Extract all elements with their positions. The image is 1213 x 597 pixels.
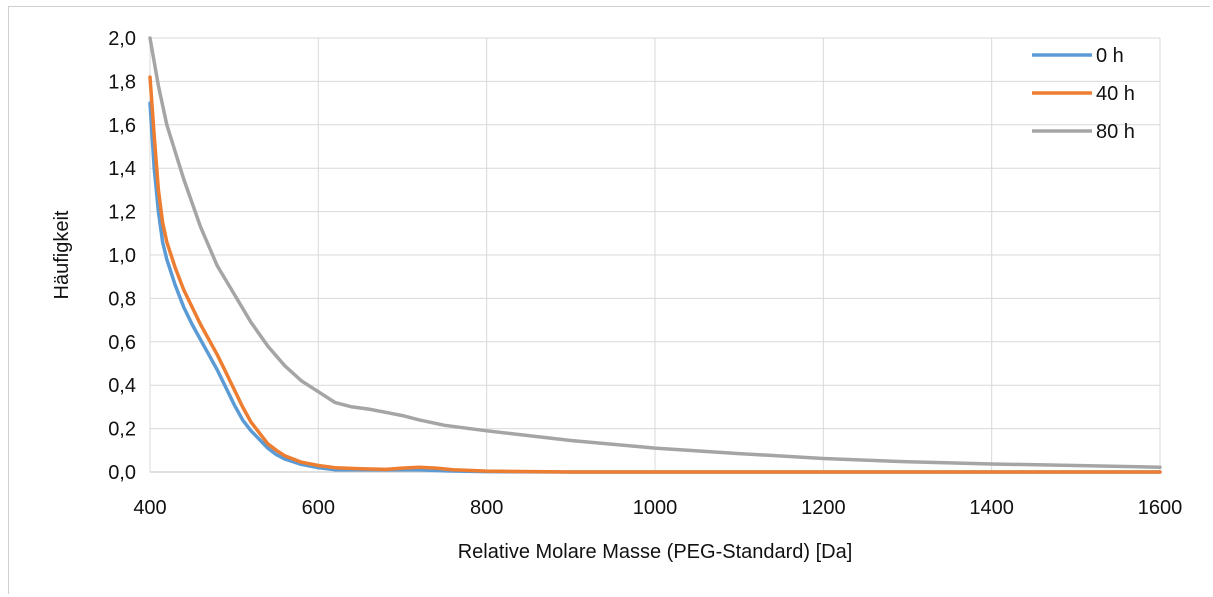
x-tick-label: 400 <box>133 497 166 519</box>
grid-lines <box>149 37 1161 473</box>
y-axis-ticks: 0,0 0,2 0,4 0,6 0,8 1,0 1,2 1,4 1,6 1,8 2,0 <box>108 28 136 484</box>
y-tick-label: 1,6 <box>108 115 136 137</box>
y-tick-label: 0,4 <box>108 375 136 397</box>
chart-frame <box>8 6 1210 594</box>
y-tick-label: 0,0 <box>108 462 136 484</box>
y-tick-label: 0,8 <box>108 288 136 310</box>
x-tick-label: 800 <box>470 497 503 519</box>
legend-label: 0 h <box>1096 45 1124 67</box>
legend: 0 h 40 h 80 h <box>1032 45 1135 143</box>
series-line-80h <box>148 36 1162 469</box>
y-axis-title: Häufigkeit <box>51 210 73 299</box>
x-tick-label: 1600 <box>1138 497 1183 519</box>
y-tick-label: 0,2 <box>108 419 136 441</box>
y-tick-label: 2,0 <box>108 28 136 50</box>
legend-label: 80 h <box>1096 121 1135 143</box>
series-line-40h <box>148 75 1162 474</box>
x-axis-ticks: 400 600 800 1000 1200 1400 1600 <box>133 497 1182 519</box>
y-tick-label: 1,0 <box>108 245 136 267</box>
x-tick-label: 1200 <box>801 497 846 519</box>
series-lines <box>148 36 1162 474</box>
x-tick-label: 1000 <box>633 497 678 519</box>
x-tick-label: 1400 <box>969 497 1014 519</box>
x-axis-title: Relative Molare Masse (PEG-Standard) [Da… <box>458 541 853 563</box>
legend-label: 40 h <box>1096 83 1135 105</box>
y-tick-label: 1,2 <box>108 202 136 224</box>
y-tick-label: 1,8 <box>108 71 136 93</box>
x-tick-label: 600 <box>302 497 335 519</box>
y-tick-label: 1,4 <box>108 158 136 180</box>
y-tick-label: 0,6 <box>108 332 136 354</box>
